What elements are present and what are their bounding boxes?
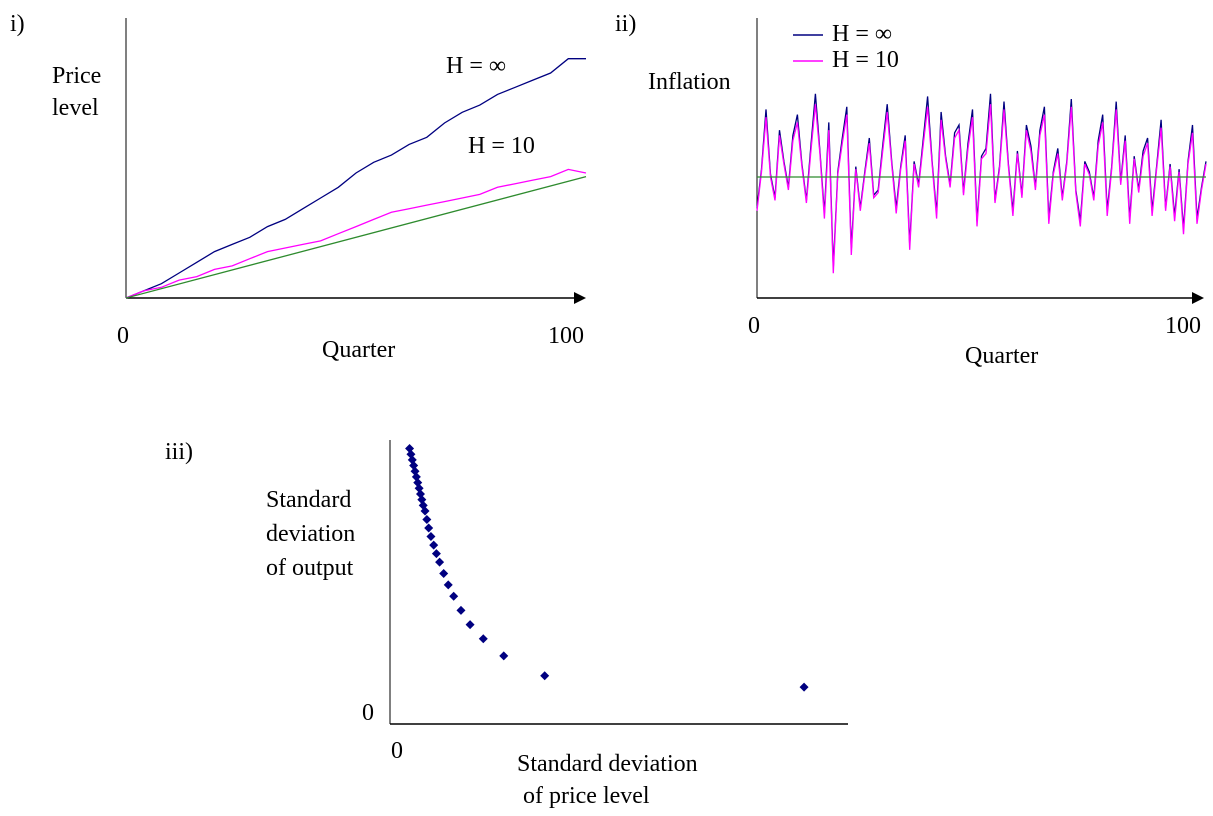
panel-ii-xtick-0: 0 bbox=[748, 313, 760, 339]
panel-i-ylabel-line1: Price bbox=[52, 63, 102, 89]
panel-iii-xlabel-line2: of price level bbox=[517, 783, 650, 809]
panel-iii-point-16 bbox=[431, 549, 441, 559]
panel-iii-point-12 bbox=[422, 515, 432, 525]
panel-ii-series-1-line bbox=[756, 104, 1207, 274]
panel-i-annotation-h10: H = 10 bbox=[468, 133, 535, 159]
panel-iii-point-19 bbox=[443, 580, 453, 590]
panel-iii-point-24 bbox=[499, 651, 509, 661]
panel-iii-point-17 bbox=[435, 557, 445, 567]
panel-iii-point-13 bbox=[424, 523, 434, 533]
panel-iii-xlabel-line1: Standard deviation bbox=[517, 751, 698, 777]
panel-iii-point-14 bbox=[426, 532, 436, 542]
panel-iii-point-26 bbox=[799, 682, 809, 692]
panel-iii-point-20 bbox=[449, 591, 459, 601]
panel-ii-tag: ii) bbox=[615, 11, 637, 37]
panel-iii-point-18 bbox=[439, 568, 449, 578]
panel-iii-point-22 bbox=[465, 620, 475, 630]
panel-i-series-0-line bbox=[125, 58, 586, 299]
panel-i-xtick-0: 0 bbox=[117, 323, 129, 349]
panel-iii-point-25 bbox=[540, 671, 550, 681]
panel-i-series-2-line bbox=[125, 175, 587, 299]
panel-iii-ylabel-line1: Standard bbox=[266, 487, 352, 513]
panel-iii-point-21 bbox=[456, 605, 466, 615]
panel-i-xlabel: Quarter bbox=[322, 337, 396, 363]
panel-i-x-axis-arrow bbox=[574, 292, 586, 304]
panel-i-annotation-hinf: H = ∞ bbox=[446, 53, 506, 79]
panel-iii-ylabel-line3: of output bbox=[266, 555, 354, 581]
panel-i-tag: i) bbox=[10, 11, 25, 37]
panel-i-ylabel-line2: level bbox=[52, 95, 99, 121]
panel-iii-point-15 bbox=[429, 540, 439, 550]
panel-i-xtick-100: 100 bbox=[548, 323, 584, 349]
panel-ii-xlabel: Quarter bbox=[965, 343, 1039, 369]
panel-ii-ylabel: Inflation bbox=[648, 69, 731, 95]
panel-iii-ylabel-line2: deviation bbox=[266, 521, 356, 547]
panel-ii-xtick-100: 100 bbox=[1165, 313, 1201, 339]
panel-iii-point-23 bbox=[478, 634, 488, 644]
panel-iii-xtick-0: 0 bbox=[391, 738, 403, 764]
panel-ii-x-axis-arrow bbox=[1192, 292, 1204, 304]
panel-ii-legend-label-h10: H = 10 bbox=[832, 47, 899, 73]
panel-iii-tag: iii) bbox=[165, 439, 193, 465]
panel-i-series-1-line bbox=[125, 168, 587, 299]
panel-iii-point-11 bbox=[420, 506, 430, 516]
panel-iii-ytick-0: 0 bbox=[362, 700, 374, 726]
panel-ii-legend-label-hinf: H = ∞ bbox=[832, 21, 892, 47]
